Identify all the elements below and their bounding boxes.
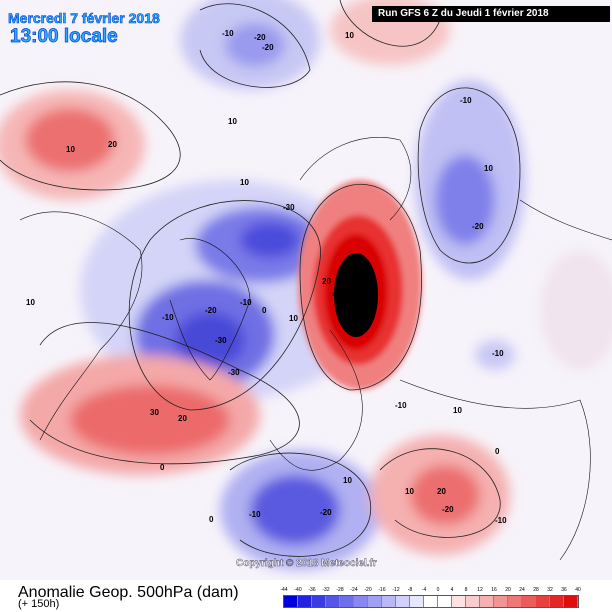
coastlines	[19, 137, 612, 561]
valid-time: 13:00 locale	[10, 26, 118, 48]
model-run-banner: Run GFS 6 Z du Jeudi 1 février 2018	[372, 6, 610, 22]
legend-swatch	[284, 596, 298, 607]
contour-label: -10	[162, 313, 174, 322]
geopotential-anomaly-map: 10-10 -20-2010201010-1010-20-302040-100-2…	[0, 0, 612, 580]
legend-swatch	[452, 596, 466, 607]
legend-label: -28	[336, 587, 344, 593]
legend-swatch	[508, 596, 522, 607]
legend-label: 4	[450, 587, 454, 593]
contour-label: -20	[262, 43, 274, 52]
legend-label: -16	[378, 587, 386, 593]
legend-swatch	[424, 596, 438, 607]
anomaly-max-core	[334, 253, 378, 337]
contour-label: -10	[222, 29, 234, 38]
legend-color-boxes	[283, 595, 579, 608]
contour-label: 0	[495, 447, 500, 456]
contour-label: -30	[215, 336, 227, 345]
legend-swatch	[396, 596, 410, 607]
legend-label: -20	[364, 587, 372, 593]
contour-label: 30	[150, 408, 159, 417]
forecast-lead-time: (+ 150h)	[18, 598, 60, 610]
legend-swatch	[466, 596, 480, 607]
contour-label: 10	[66, 145, 75, 154]
legend-swatch	[536, 596, 550, 607]
legend-label: 36	[561, 587, 567, 593]
contour-label: -10	[249, 510, 261, 519]
legend-label: 0	[436, 587, 440, 593]
contour-label: -30	[283, 203, 295, 212]
contour-label: 20	[108, 140, 117, 149]
contour-label: -10	[395, 401, 407, 410]
variable-title: Anomalie Geop. 500hPa (dam)	[18, 584, 239, 601]
legend-label: -12	[392, 587, 400, 593]
legend-label: -24	[350, 587, 358, 593]
legend-swatch	[480, 596, 494, 607]
contour-label: -10	[460, 96, 472, 105]
legend-label: 32	[547, 587, 553, 593]
contour-label: -10	[492, 349, 504, 358]
contour-label: 20	[437, 487, 446, 496]
legend-label: -8	[407, 587, 413, 593]
contour-label: 0	[160, 463, 165, 472]
contour-label: 10	[343, 476, 352, 485]
contour-lines	[0, 0, 521, 557]
contour-label: 40	[332, 290, 341, 299]
legend-swatch	[354, 596, 368, 607]
contour-label: 10	[228, 117, 237, 126]
contour-label: -30	[228, 368, 240, 377]
contour-label: 10	[289, 314, 298, 323]
legend-swatch	[438, 596, 452, 607]
contour-label: -20	[442, 505, 454, 514]
legend-swatch	[368, 596, 382, 607]
legend-swatch	[550, 596, 564, 607]
contour-label: 0	[262, 306, 267, 315]
contour-label: 10	[240, 178, 249, 187]
legend-swatch	[326, 596, 340, 607]
legend-swatch	[298, 596, 312, 607]
contour-label: -20	[472, 222, 484, 231]
contour-label: -10	[495, 516, 507, 525]
contour-label: -20	[254, 33, 266, 42]
contour-label: 20	[178, 414, 187, 423]
legend-label: 40	[575, 587, 581, 593]
legend-label: -36	[308, 587, 316, 593]
legend-label: 28	[533, 587, 539, 593]
contour-label: -20	[320, 508, 332, 517]
legend-label: 8	[464, 587, 468, 593]
valid-date: Mercredi 7 février 2018	[8, 10, 160, 27]
contour-label: 10	[345, 31, 354, 40]
legend-swatch	[410, 596, 424, 607]
legend-label: -32	[322, 587, 330, 593]
legend-label: -40	[294, 587, 302, 593]
contour-label: 0	[209, 515, 214, 524]
contour-label: -10	[240, 298, 252, 307]
contour-label: 10	[453, 406, 462, 415]
legend-swatch	[382, 596, 396, 607]
contour-label: 10	[484, 164, 493, 173]
legend-swatch	[522, 596, 536, 607]
contour-label: 20	[322, 277, 331, 286]
legend-swatch	[312, 596, 326, 607]
contour-label: -20	[205, 306, 217, 315]
color-legend: -44 -40 -36 -32 -28 -24 -20 -16 -12 -8 -4 0 4 8 12 16 20…	[280, 587, 601, 608]
copyright: Copyright © 2018 Meteociel.fr	[236, 558, 377, 569]
legend-label: 20	[505, 587, 511, 593]
legend-swatch	[494, 596, 508, 607]
legend-label: 16	[491, 587, 497, 593]
legend-labels: -44 -40 -36 -32 -28 -24 -20 -16 -12 -8 -4 0 4 8 12 16 20…	[280, 587, 601, 595]
legend-swatch	[564, 596, 578, 607]
contour-labels: 10-10 -20-2010201010-1010-20-302040-100-2…	[26, 29, 507, 525]
legend-label: -44	[280, 587, 288, 593]
contour-label: 10	[26, 298, 35, 307]
contour-label: 10	[405, 487, 414, 496]
legend-label: 24	[519, 587, 525, 593]
legend-swatch	[340, 596, 354, 607]
legend-label: -4	[421, 587, 427, 593]
legend-label: 12	[477, 587, 483, 593]
